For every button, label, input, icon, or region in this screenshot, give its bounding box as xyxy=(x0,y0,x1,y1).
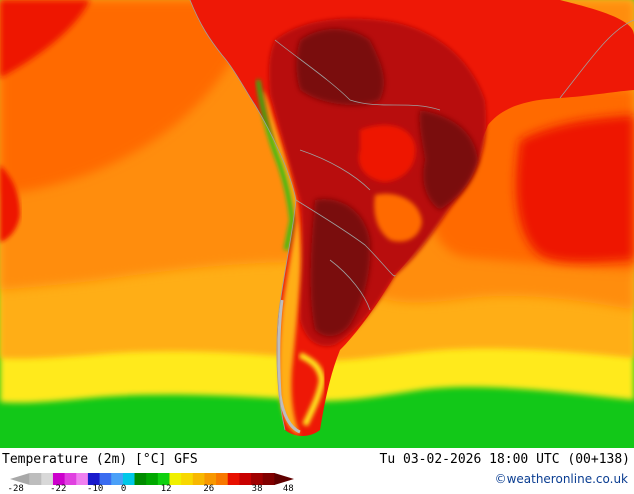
temperature-map xyxy=(0,0,634,448)
scale-swatch xyxy=(111,473,124,485)
scale-swatch xyxy=(274,473,294,485)
scale-swatch xyxy=(227,473,240,485)
scale-swatch xyxy=(87,473,101,485)
scale-swatch xyxy=(204,473,217,485)
scale-swatch xyxy=(122,473,136,485)
scale-swatch xyxy=(99,473,112,485)
scale-swatch xyxy=(76,473,89,485)
scale-swatch xyxy=(239,473,252,485)
scale-swatch xyxy=(64,473,77,485)
scale-tick-label: 48 xyxy=(282,484,294,494)
scale-swatch xyxy=(192,473,205,485)
scale-swatch xyxy=(29,473,42,485)
credit-link[interactable]: ©weatheronline.co.uk xyxy=(494,472,628,486)
scale-swatch xyxy=(10,473,30,485)
scale-swatch xyxy=(251,473,264,485)
valid-time: Tu 03-02-2026 18:00 UTC (00+138) xyxy=(379,452,630,467)
map-title: Temperature (2m) [°C] GFS xyxy=(2,452,198,467)
scale-tick-label: -22 xyxy=(50,484,67,494)
scale-swatch xyxy=(52,473,66,485)
land-temperature xyxy=(190,0,634,436)
scale-swatch xyxy=(146,473,159,485)
color-scale xyxy=(10,473,294,485)
country-borders xyxy=(189,0,634,431)
scale-swatch xyxy=(157,473,170,485)
scale-tick-label: 0 xyxy=(120,484,127,494)
scale-swatch xyxy=(181,473,194,485)
scale-tick-label: -10 xyxy=(87,484,104,494)
scale-tick-label: 12 xyxy=(160,484,172,494)
scale-swatch xyxy=(41,473,54,485)
map-footer: Temperature (2m) [°C] GFS Tu 03-02-2026 … xyxy=(0,448,634,490)
scale-tick-label: -28 xyxy=(7,484,24,494)
scale-tick-label: 26 xyxy=(203,484,215,494)
scale-swatch xyxy=(262,473,275,485)
scale-swatch xyxy=(169,473,182,485)
scale-tick-label: 38 xyxy=(251,484,263,494)
scale-swatch xyxy=(134,473,147,485)
scale-swatch xyxy=(216,473,229,485)
